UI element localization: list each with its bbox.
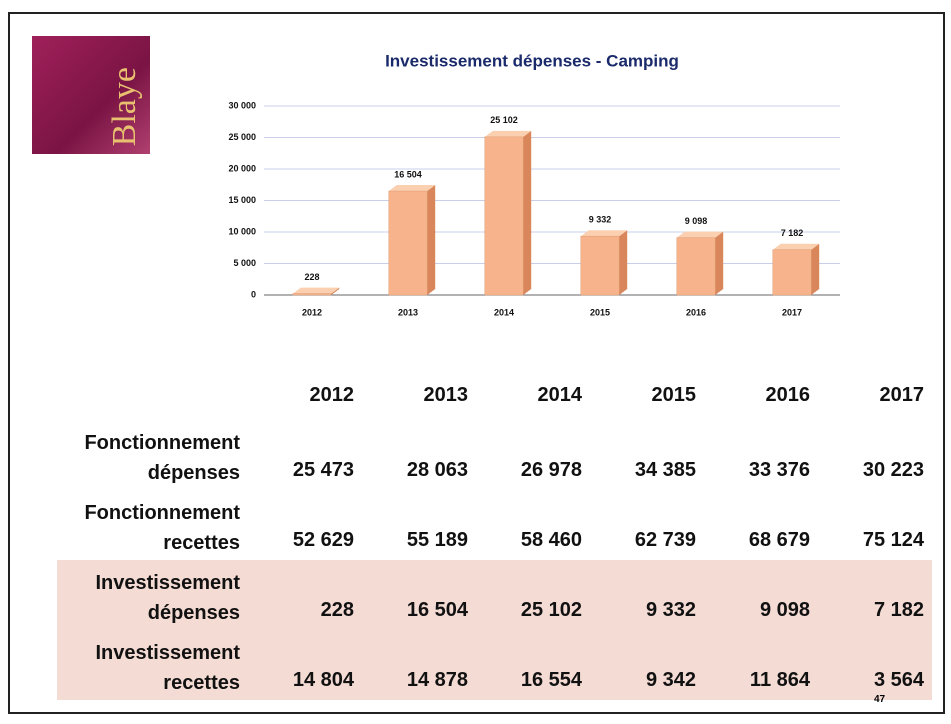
bar — [388, 190, 428, 296]
x-tick-label: 2017 — [782, 307, 802, 317]
cell: 14 878 — [362, 630, 476, 700]
x-tick-label: 2013 — [398, 307, 418, 317]
data-label: 7 182 — [781, 228, 804, 238]
data-label: 228 — [304, 272, 319, 282]
column-header: 2013 — [423, 383, 469, 406]
table-row: Investissement dépenses 228 16 504 25 102 9 … — [57, 560, 932, 630]
header-row: 2012 2013 2014 2015 2016 2017 — [57, 370, 932, 420]
x-tick-label: 2012 — [302, 307, 322, 317]
cell: 34 385 — [634, 459, 696, 481]
x-tick-label: 2015 — [590, 307, 610, 317]
cell: 3 564 — [818, 630, 932, 700]
x-tick-label: 2014 — [494, 307, 514, 317]
bar-top — [676, 231, 724, 238]
y-tick-label: 15 000 — [228, 195, 256, 205]
page-number: 47 — [874, 694, 886, 705]
bar-side — [331, 287, 340, 295]
bar-side — [811, 243, 820, 295]
column-header: 2016 — [765, 383, 811, 406]
data-table: 2012 2013 2014 2015 2016 2017 Fonctionnement … — [57, 370, 932, 700]
row-label: Investissement dépenses — [57, 560, 248, 630]
logo: Blaye — [32, 36, 150, 154]
cell: 25 102 — [476, 560, 590, 630]
cell: 55 189 — [406, 529, 468, 551]
slide: Blaye Investissement dépenses - Camping … — [8, 12, 945, 714]
cell: 7 182 — [818, 560, 932, 630]
cell: 16 504 — [362, 560, 476, 630]
bar-top — [388, 185, 436, 192]
bar-side — [523, 130, 532, 295]
corner — [57, 370, 248, 420]
data-label: 9 332 — [589, 215, 612, 225]
data-label: 25 102 — [490, 115, 518, 125]
cell: 9 342 — [590, 630, 704, 700]
cell: 28 063 — [406, 459, 468, 481]
bar — [484, 136, 524, 296]
row-label: Investissement recettes — [57, 630, 248, 700]
cell: 75 124 — [862, 529, 924, 551]
cell: 11 864 — [704, 630, 818, 700]
cell: 68 679 — [748, 529, 810, 551]
row-label: Fonctionnement recettes — [84, 502, 240, 554]
cell: 9 098 — [704, 560, 818, 630]
bar — [676, 237, 716, 296]
cell: 16 554 — [476, 630, 590, 700]
column-header: 2012 — [309, 383, 355, 406]
cell: 14 804 — [248, 630, 362, 700]
cell: 228 — [248, 560, 362, 630]
table-row: Fonctionnement recettes 52 629 55 189 58 46… — [57, 490, 932, 560]
y-tick-label: 5 000 — [233, 258, 256, 268]
cell: 9 332 — [590, 560, 704, 630]
cell: 30 223 — [862, 459, 924, 481]
chart: Investissement dépenses - Camping 0 5 000… — [228, 51, 840, 317]
bar-top — [580, 230, 628, 237]
bar-top — [772, 243, 820, 250]
chart-title: Investissement dépenses - Camping — [385, 51, 679, 70]
bar — [772, 249, 812, 296]
column-header: 2015 — [651, 383, 697, 406]
cell: 25 473 — [292, 459, 354, 481]
bar — [580, 235, 620, 296]
data-label: 16 504 — [394, 169, 422, 179]
cell: 52 629 — [292, 529, 354, 551]
cell: 58 460 — [520, 529, 582, 551]
y-tick-label: 30 000 — [228, 100, 256, 110]
bar-side — [427, 185, 436, 295]
table-row: Fonctionnement dépenses 25 473 28 063 26 97… — [57, 420, 932, 490]
column-header: 2017 — [879, 383, 925, 406]
bar-top — [292, 287, 340, 294]
cell: 33 376 — [748, 459, 810, 481]
y-tick-label: 25 000 — [228, 132, 256, 142]
bar-side — [619, 230, 628, 295]
column-header: 2014 — [537, 383, 583, 406]
row-label: Fonctionnement dépenses — [84, 432, 240, 484]
data-label: 9 098 — [685, 216, 708, 226]
bar-top — [484, 130, 532, 137]
y-tick-label: 0 — [251, 289, 256, 299]
cell: 62 739 — [634, 529, 696, 551]
x-tick-label: 2016 — [686, 307, 706, 317]
y-tick-label: 20 000 — [228, 163, 256, 173]
table-row: Investissement recettes 14 804 14 878 16 55… — [57, 630, 932, 700]
y-tick-label: 10 000 — [228, 226, 256, 236]
bar — [292, 293, 332, 296]
cell: 26 978 — [520, 459, 582, 481]
bar-side — [715, 231, 724, 295]
